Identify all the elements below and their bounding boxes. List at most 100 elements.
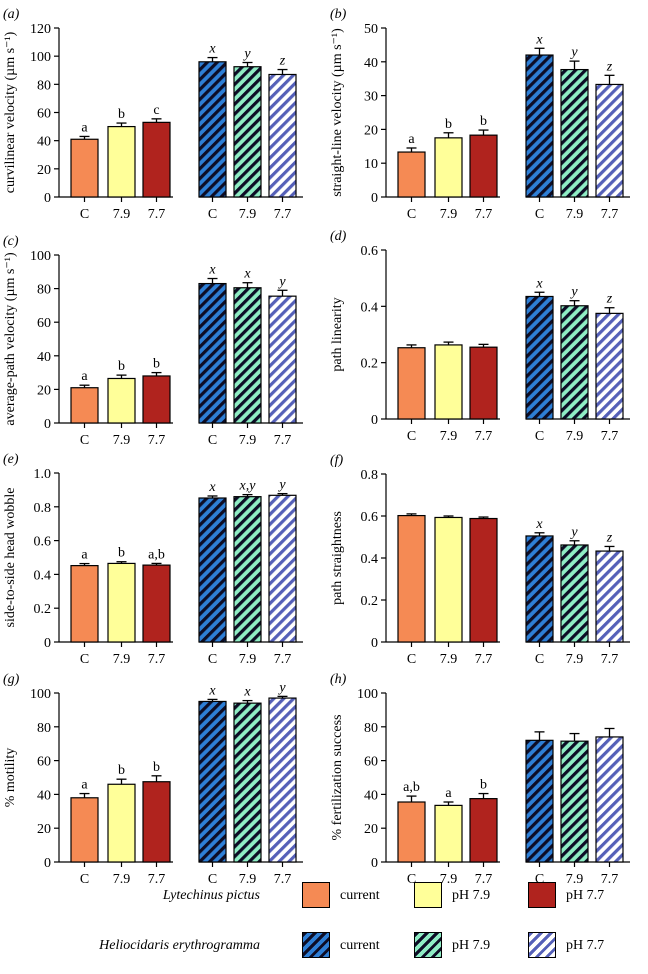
y-tick-label: 60 <box>37 316 51 331</box>
bar-lp-79 <box>434 516 463 643</box>
bar-he-77 <box>595 550 624 643</box>
x-tick-label: 7.7 <box>148 872 166 887</box>
significance-letter: x <box>208 263 216 278</box>
bar-lp-current <box>70 797 99 863</box>
y-tick-label: 0.2 <box>361 357 379 372</box>
y-tick-label: 40 <box>37 350 51 365</box>
bar-he-current <box>525 739 554 863</box>
panel-label: (d) <box>330 229 347 244</box>
y-tick-label: 60 <box>37 107 51 122</box>
x-tick-label: 7.9 <box>440 652 458 667</box>
y-tick-label: 30 <box>364 90 378 105</box>
significance-letter: z <box>606 292 613 307</box>
significance-letter: a <box>445 786 452 801</box>
significance-letter: x,y <box>239 479 257 494</box>
y-tick-label: 0 <box>371 856 378 871</box>
y-tick-label: 0.4 <box>361 552 379 567</box>
y-tick-label: 100 <box>30 249 51 264</box>
y-tick-label: 0.6 <box>361 244 379 259</box>
x-tick-label: C <box>535 207 544 222</box>
y-axis-label: % fertilization success <box>330 715 345 841</box>
bar-lp-77 <box>469 517 498 643</box>
y-tick-label: 100 <box>30 687 51 702</box>
significance-letter: x <box>208 480 216 495</box>
y-tick-label: 80 <box>37 78 51 93</box>
bar-lp-77 <box>469 346 498 420</box>
bar-he-current <box>198 497 227 643</box>
bar-lp-77 <box>142 121 171 198</box>
x-tick-label: C <box>80 652 89 667</box>
bar-he-current <box>198 61 227 198</box>
panel-label: (e) <box>3 452 19 467</box>
bar-lp-current <box>397 347 426 420</box>
x-tick-label: C <box>80 433 89 448</box>
x-tick-label: 7.7 <box>601 207 619 222</box>
x-tick-label: C <box>407 872 416 887</box>
panel-d: (d) 0 0.2 0.4 0.6 path linearity C 7.9 7.7 Cx 7.9 y… <box>330 229 630 444</box>
significance-letter: b <box>480 778 487 793</box>
y-tick-label: 50 <box>364 22 378 37</box>
bar-lp-current <box>70 565 99 643</box>
significance-letter: a <box>81 120 88 135</box>
x-tick-label: C <box>208 207 217 222</box>
x-tick-label: 7.9 <box>113 872 131 887</box>
bar-he-79 <box>233 287 262 424</box>
y-tick-label: 0 <box>44 636 51 651</box>
x-tick-label: C <box>80 872 89 887</box>
panel-c: (c) 0 20 40 60 80 100 average-path velocity (µm… <box>3 234 303 448</box>
x-tick-label: 7.9 <box>239 652 257 667</box>
x-tick-label: 7.7 <box>274 207 292 222</box>
x-tick-label: C <box>208 872 217 887</box>
x-tick-label: 7.9 <box>440 872 458 887</box>
x-tick-label: 7.9 <box>566 207 584 222</box>
panel-label: (g) <box>3 672 20 687</box>
significance-letter: z <box>279 54 286 69</box>
bar-lp-77 <box>142 564 171 643</box>
bar-lp-current <box>397 151 426 198</box>
y-tick-label: 0 <box>44 191 51 206</box>
bar-he-77 <box>595 736 624 863</box>
y-axis-label: straight-line velocity (µm s⁻¹) <box>330 28 345 197</box>
y-tick-label: 40 <box>364 788 378 803</box>
panel-g: (g) 0 20 40 60 80 100 % motility Ca 7.9 b 7.7 b Cx 7.9… <box>3 672 303 887</box>
x-tick-label: 7.7 <box>148 207 166 222</box>
panel-label: (c) <box>3 234 19 249</box>
x-tick-label: 7.7 <box>601 652 619 667</box>
x-tick-label: 7.7 <box>601 872 619 887</box>
x-tick-label: 7.9 <box>113 652 131 667</box>
x-tick-label: 7.9 <box>440 429 458 444</box>
x-tick-label: 7.9 <box>239 207 257 222</box>
significance-letter: b <box>118 107 125 122</box>
panel-a: (a) 0 20 40 60 80 100 120 curvilinear velocity (… <box>3 7 303 222</box>
significance-letter: b <box>118 763 125 778</box>
bar-lp-77 <box>469 798 498 863</box>
significance-letter: x <box>535 517 543 532</box>
y-axis-label: path linearity <box>330 297 345 371</box>
panel-e: (e) 0 0.2 0.4 0.6 0.8 1.0 side-to-side head wob… <box>3 452 303 667</box>
x-tick-label: C <box>535 652 544 667</box>
x-tick-label: C <box>80 207 89 222</box>
x-tick-label: C <box>407 429 416 444</box>
significance-letter: x <box>208 683 216 698</box>
y-tick-label: 40 <box>364 56 378 71</box>
x-tick-label: C <box>535 429 544 444</box>
x-tick-label: 7.7 <box>475 652 493 667</box>
y-tick-label: 20 <box>37 163 51 178</box>
bar-lp-79 <box>107 562 136 643</box>
bar-lp-79 <box>107 125 136 198</box>
significance-letter: y <box>569 45 578 60</box>
y-tick-label: 0 <box>371 636 378 651</box>
bar-lp-79 <box>434 344 463 420</box>
y-tick-label: 0.2 <box>34 602 52 617</box>
y-tick-label: 0.4 <box>361 300 379 315</box>
significance-letter: b <box>480 114 487 129</box>
y-tick-label: 0 <box>371 191 378 206</box>
y-tick-label: 0.8 <box>361 468 379 483</box>
y-tick-label: 40 <box>37 788 51 803</box>
bar-lp-79 <box>107 783 136 863</box>
significance-letter: b <box>153 760 160 775</box>
x-tick-label: 7.9 <box>566 872 584 887</box>
x-tick-label: 7.7 <box>475 207 493 222</box>
bar-he-current <box>525 54 554 198</box>
y-axis-label: path straightness <box>330 511 345 605</box>
